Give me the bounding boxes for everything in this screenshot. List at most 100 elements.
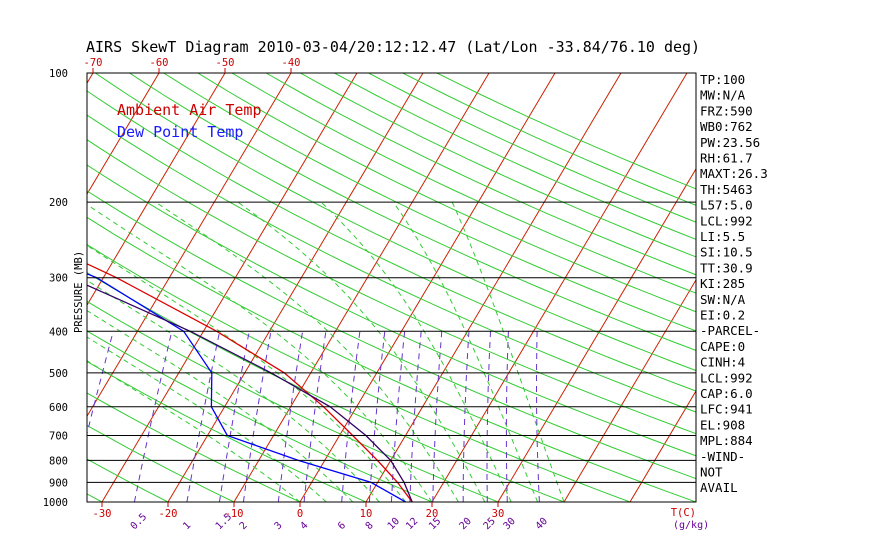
dry-adiabat-line bbox=[436, 73, 696, 190]
dry-adiabat-line bbox=[87, 216, 696, 502]
bottom-temp-tick-label: -30 bbox=[93, 508, 112, 520]
isotherm-line bbox=[87, 73, 292, 418]
dry-adiabat-line bbox=[87, 392, 301, 502]
index-label: TT:30.9 bbox=[700, 260, 753, 275]
isotherm-line bbox=[101, 73, 358, 502]
dry-adiabat-line bbox=[368, 73, 696, 223]
isotherm-line bbox=[497, 167, 696, 502]
isotherm-line bbox=[167, 73, 424, 502]
dry-adiabat-line bbox=[87, 190, 696, 480]
index-label: -PARCEL- bbox=[700, 323, 760, 338]
dry-adiabat-line bbox=[87, 360, 367, 502]
pressure-tick-label: 400 bbox=[49, 326, 68, 338]
mixing-ratio-unit: (g/kg) bbox=[673, 520, 709, 531]
diagram-grid bbox=[87, 73, 696, 502]
plot-frame bbox=[86, 72, 697, 503]
dry-adiabat-line bbox=[334, 73, 696, 240]
pressure-tick-label: 800 bbox=[49, 455, 68, 467]
index-label: SI:10.5 bbox=[700, 245, 753, 260]
dry-adiabat-line bbox=[197, 73, 696, 313]
index-label: LFC:941 bbox=[700, 402, 753, 417]
dry-adiabat-line bbox=[87, 139, 696, 435]
mixing-ratio-line bbox=[277, 331, 304, 502]
dry-adiabat-line bbox=[87, 330, 433, 502]
moist-adiabat-line bbox=[155, 201, 459, 502]
bottom-temp-tick-label: 20 bbox=[426, 508, 439, 520]
index-label: KI:285 bbox=[700, 276, 745, 291]
index-label: MW:N/A bbox=[700, 88, 746, 103]
index-label: L57:5.0 bbox=[700, 198, 753, 213]
pressure-tick-label: 600 bbox=[49, 402, 68, 414]
isotherm-line bbox=[563, 278, 696, 502]
index-label: RH:61.7 bbox=[700, 151, 753, 166]
index-label: CINH:4 bbox=[700, 355, 745, 370]
mixing-ratio-line bbox=[303, 331, 327, 502]
legend-ambient-air-temp: Ambient Air Temp bbox=[117, 101, 262, 119]
y-axis-label: PRESSURE (MB) bbox=[73, 251, 85, 333]
mixing-ratio-line bbox=[242, 331, 272, 502]
series-line-dew-point-temp bbox=[87, 273, 406, 502]
mixing-ratio-line bbox=[341, 331, 361, 502]
isotherm-line bbox=[87, 73, 160, 196]
dry-adiabat-line bbox=[231, 73, 696, 294]
dry-adiabat-line bbox=[87, 164, 696, 457]
index-label: WB0:762 bbox=[700, 119, 753, 134]
index-label: LCL:992 bbox=[700, 370, 753, 385]
index-label: CAP:6.0 bbox=[700, 386, 753, 401]
mixing-ratio-line bbox=[133, 331, 173, 502]
dry-adiabat-line bbox=[95, 73, 696, 372]
index-label: LCL:992 bbox=[700, 213, 753, 228]
index-label: MPL:884 bbox=[700, 433, 753, 448]
mixing-ratio-line bbox=[218, 331, 250, 502]
index-label: TH:5463 bbox=[700, 182, 753, 197]
pressure-tick-label: 700 bbox=[49, 431, 68, 443]
mixing-ratio-line bbox=[186, 331, 221, 502]
top-temp-tick-label: -40 bbox=[282, 57, 301, 69]
dry-adiabat-line bbox=[87, 424, 235, 502]
index-label: -WIND- bbox=[700, 449, 745, 464]
bottom-temp-tick-label: -20 bbox=[159, 508, 178, 520]
index-label: EI:0.2 bbox=[700, 308, 745, 323]
isotherm-line bbox=[365, 73, 622, 502]
index-label: SW:N/A bbox=[700, 292, 746, 307]
series-line bbox=[87, 284, 413, 502]
moist-adiabat-line bbox=[320, 201, 512, 502]
mixing-ratio-line bbox=[87, 331, 114, 436]
bottom-temp-tick-label: 10 bbox=[360, 508, 373, 520]
pressure-tick-label: 300 bbox=[49, 273, 68, 285]
dry-adiabat-line bbox=[265, 73, 696, 276]
index-label: MAXT:26.3 bbox=[700, 166, 768, 181]
dry-adiabat-line bbox=[163, 73, 696, 332]
index-label: LI:5.5 bbox=[700, 229, 745, 244]
index-label: TP:100 bbox=[700, 72, 745, 87]
index-label: CAPE:0 bbox=[700, 339, 745, 354]
dry-adiabat-line bbox=[402, 73, 696, 206]
top-temp-tick-label: -50 bbox=[216, 57, 235, 69]
dry-adiabat-line bbox=[87, 300, 499, 502]
dry-adiabat-line bbox=[87, 244, 631, 502]
isotherm-line bbox=[629, 389, 696, 502]
bottom-temp-unit: T(C) bbox=[671, 507, 696, 519]
index-label: EL:908 bbox=[700, 417, 745, 432]
index-label: PW:23.56 bbox=[700, 135, 760, 150]
moist-adiabat-line bbox=[87, 309, 354, 502]
chart-title: AIRS SkewT Diagram 2010-03-04/20:12:12.4… bbox=[86, 38, 700, 56]
bottom-temp-tick-label: 0 bbox=[297, 508, 303, 520]
dry-adiabat-line bbox=[300, 73, 696, 258]
dry-adiabat-line bbox=[129, 73, 696, 352]
index-label: AVAIL bbox=[700, 480, 738, 495]
pressure-tick-label: 500 bbox=[49, 368, 68, 380]
pressure-tick-label: 100 bbox=[49, 68, 68, 80]
profile-lines bbox=[87, 263, 413, 502]
top-temp-tick-label: -60 bbox=[150, 57, 169, 69]
dry-adiabat-line bbox=[87, 114, 696, 413]
bottom-temp-tick-label: 30 bbox=[492, 508, 505, 520]
top-temp-tick-label: -70 bbox=[84, 57, 103, 69]
legend-dew-point-temp: Dew Point Temp bbox=[117, 123, 243, 141]
index-label: FRZ:590 bbox=[700, 103, 753, 118]
pressure-tick-label: 200 bbox=[49, 197, 68, 209]
bottom-temp-tick-label: -10 bbox=[225, 508, 244, 520]
pressure-tick-label: 900 bbox=[49, 477, 68, 489]
isotherm-line bbox=[233, 73, 490, 502]
